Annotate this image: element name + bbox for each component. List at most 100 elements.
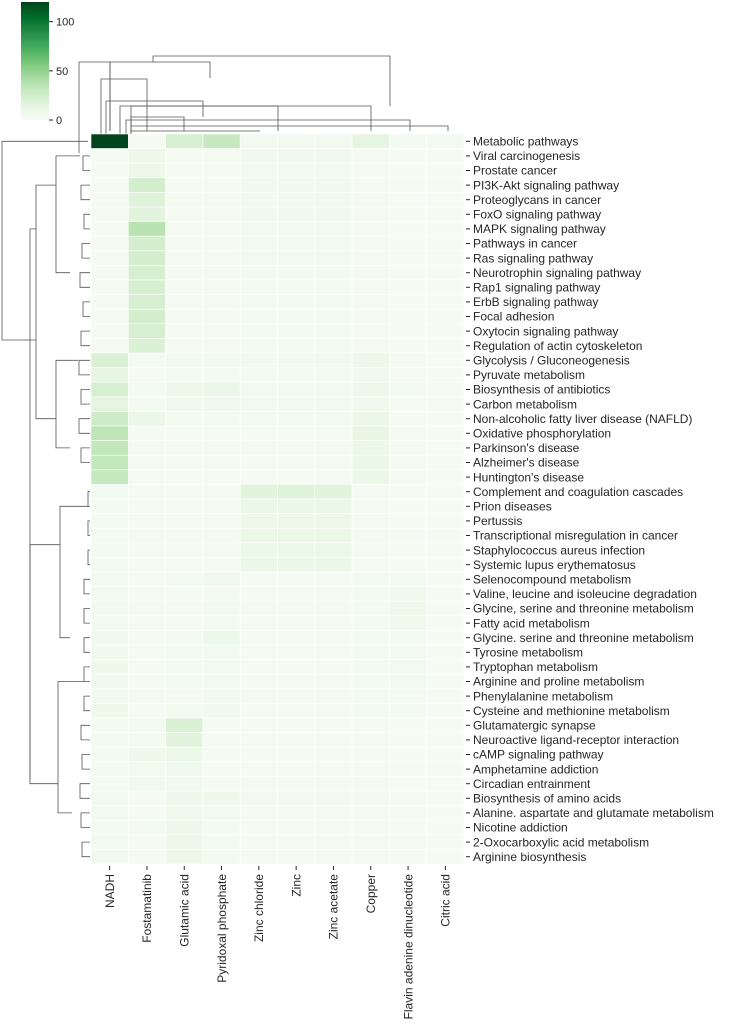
heatmap-cell: [202, 221, 241, 237]
heatmap-cell: [90, 600, 129, 617]
heatmap-cell: [128, 630, 166, 646]
heatmap-cell: [239, 250, 278, 266]
heatmap-cell: [426, 192, 465, 208]
row-label-biosynthesis-of-amino-acids: Biosynthesis of amino acids: [473, 792, 621, 806]
heatmap-cell: [165, 352, 204, 368]
heatmap-cell: [426, 367, 465, 383]
heatmap-cell: [426, 133, 465, 149]
heatmap-cell: [202, 279, 241, 295]
heatmap-cell: [165, 571, 204, 587]
heatmap-cell: [277, 513, 316, 529]
heatmap-cell: [277, 542, 316, 558]
row-dendrogram: [1, 140, 90, 858]
heatmap-cell: [389, 323, 427, 339]
heatmap-cell: [90, 732, 129, 748]
heatmap-cell: [202, 849, 241, 865]
heatmap-cell: [165, 440, 204, 456]
heatmap-cell: [314, 557, 353, 573]
heatmap-cell: [202, 513, 241, 529]
heatmap-cell: [90, 279, 129, 295]
column-label-nadh: NADH: [103, 874, 117, 908]
heatmap-cell: [202, 235, 241, 252]
heatmap-cell: [128, 265, 166, 281]
heatmap-cell: [426, 148, 465, 164]
heatmap-cell: [389, 746, 427, 763]
heatmap-cell: [239, 425, 278, 441]
heatmap-cell: [128, 703, 166, 719]
row-label-regulation-of-actin-cytoskeleton: Regulation of actin cytoskeleton: [473, 339, 642, 353]
row-label-arginine-and-proline-metabolism: Arginine and proline metabolism: [473, 675, 644, 689]
heatmap-cell: [165, 206, 204, 222]
heatmap-cell: [389, 703, 427, 719]
heatmap-cell: [351, 513, 390, 529]
heatmap-cell: [277, 717, 316, 733]
heatmap-cell: [165, 235, 204, 252]
heatmap-cell: [314, 542, 353, 558]
heatmap-cell: [165, 162, 204, 179]
row-label-cysteine-and-methionine-metabolism: Cysteine and methionine metabolism: [473, 704, 670, 718]
heatmap-cells: [90, 133, 465, 865]
heatmap-cell: [314, 381, 353, 398]
heatmap-cell: [165, 761, 204, 777]
heatmap-cell: [202, 250, 241, 266]
heatmap-cell: [389, 542, 427, 558]
heatmap-cell: [277, 367, 316, 383]
heatmap-cell: [277, 294, 316, 310]
heatmap-cell: [426, 411, 465, 427]
heatmap-cell: [239, 513, 278, 529]
column-label-fostamatinib: Fostamatinib: [140, 874, 154, 943]
heatmap-cell: [314, 717, 353, 733]
heatmap-cell: [165, 776, 204, 792]
heatmap-cell: [202, 615, 241, 631]
heatmap-cell: [128, 221, 166, 237]
heatmap-cell: [202, 177, 241, 193]
heatmap-cell: [314, 571, 353, 587]
heatmap-cell: [277, 221, 316, 237]
colorbar-tick-label: 0: [56, 115, 62, 127]
heatmap-cell: [389, 177, 427, 193]
heatmap-cell: [128, 746, 166, 763]
heatmap-cell: [426, 381, 465, 398]
heatmap-cell: [314, 265, 353, 281]
row-dendrogram-link: [78, 359, 90, 376]
heatmap-cell: [239, 308, 278, 325]
heatmap-cell: [277, 323, 316, 339]
heatmap-cell: [165, 644, 204, 660]
heatmap-cell: [277, 338, 316, 354]
heatmap-cell: [426, 761, 465, 777]
heatmap-cell: [239, 484, 278, 500]
heatmap-cell: [90, 411, 129, 427]
column-dendrogram-link: [152, 55, 391, 106]
heatmap-cell: [202, 542, 241, 558]
heatmap-cell: [277, 703, 316, 719]
heatmap-cell: [277, 688, 316, 704]
heatmap-cell: [426, 586, 465, 602]
heatmap-cell: [239, 557, 278, 573]
heatmap-cell: [239, 235, 278, 252]
heatmap-cell: [128, 849, 166, 865]
heatmap-cell: [165, 381, 204, 398]
heatmap-cell: [314, 498, 353, 514]
row-dendrogram-link: [83, 666, 90, 682]
heatmap-cell: [239, 659, 278, 675]
heatmap-cell: [389, 469, 427, 485]
heatmap-cell: [128, 586, 166, 602]
heatmap-cell: [277, 177, 316, 193]
heatmap-cell: [90, 513, 129, 529]
heatmap-cell: [165, 688, 204, 704]
row-label-valine-leucine-and-isoleucine-degradation: Valine, leucine and isoleucine degradati…: [473, 587, 697, 601]
heatmap-cell: [389, 761, 427, 777]
heatmap-cell: [314, 790, 353, 806]
heatmap-cell: [90, 659, 129, 675]
heatmap-cell: [426, 630, 465, 646]
heatmap-cell: [128, 411, 166, 427]
row-dendrogram-link: [81, 841, 90, 858]
heatmap-cell: [202, 834, 241, 850]
heatmap-cell: [389, 206, 427, 222]
heatmap-cell: [165, 703, 204, 719]
heatmap-cell: [351, 367, 390, 383]
heatmap-cell: [90, 323, 129, 339]
heatmap-cell: [165, 177, 204, 193]
heatmap-cell: [277, 527, 316, 544]
column-label-copper: Copper: [364, 874, 378, 913]
